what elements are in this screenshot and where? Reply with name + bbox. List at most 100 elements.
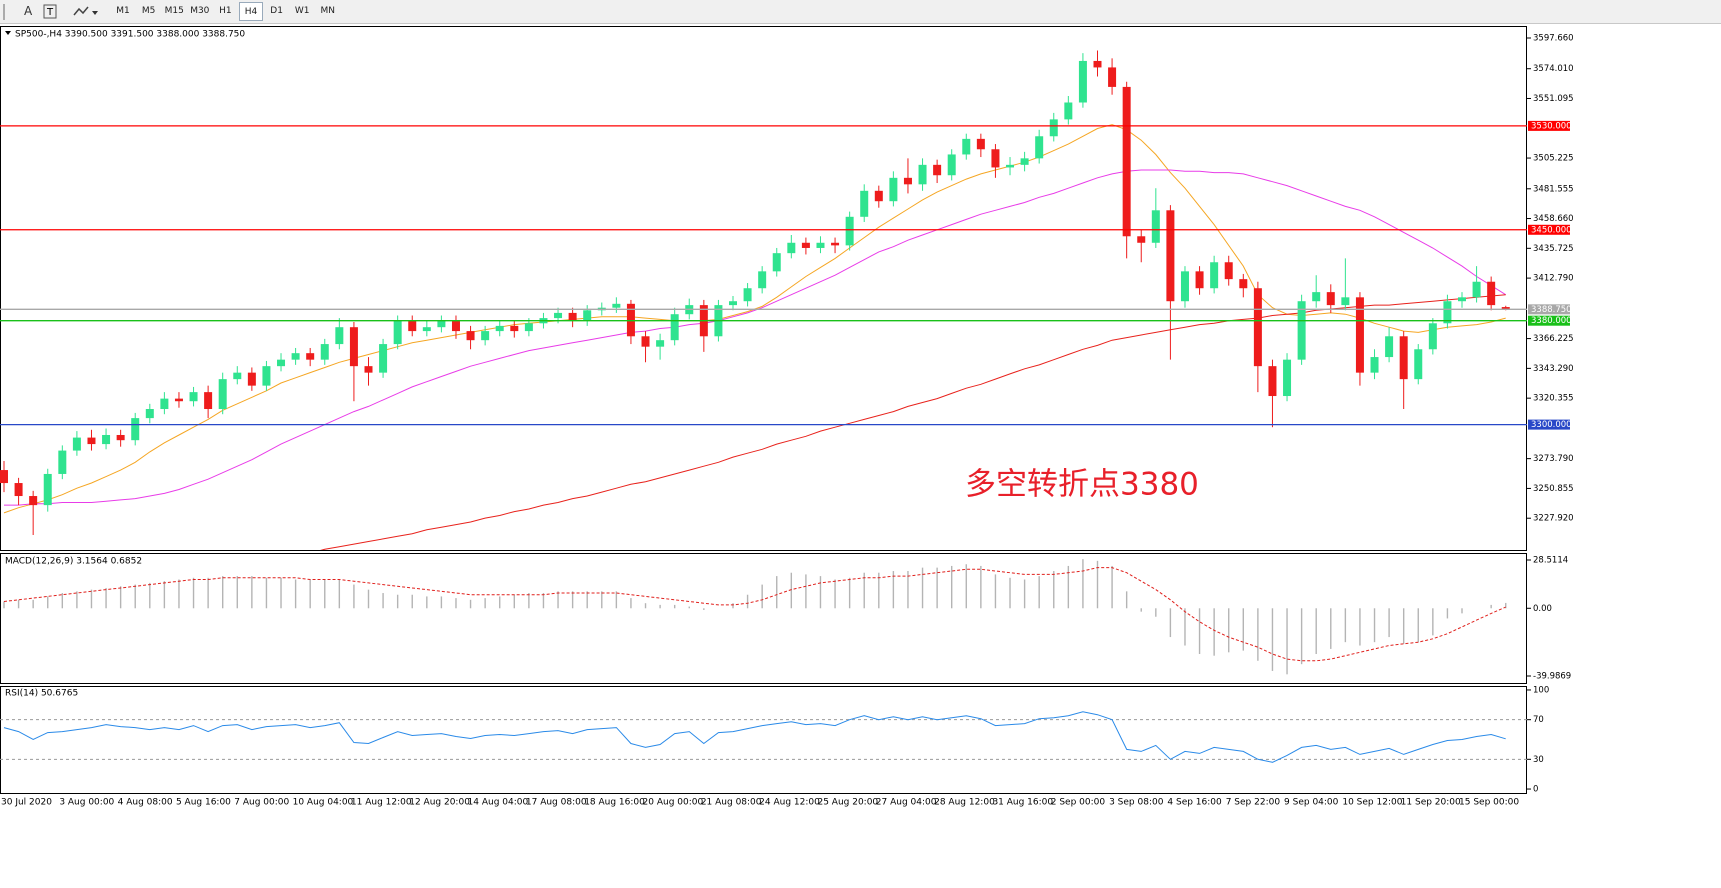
timeframe-button[interactable]: M5: [141, 6, 156, 16]
candle-body: [320, 344, 329, 360]
indicator-line: [3, 711, 1506, 763]
candle-body: [1035, 136, 1044, 159]
y-tick-label: 3320.355: [1533, 394, 1574, 404]
candle-body: [1472, 281, 1481, 298]
candle-body: [349, 327, 358, 367]
main-plot: [0, 50, 1527, 550]
x-tick-label: 4 Aug 08:00: [118, 798, 173, 808]
candle-body: [524, 323, 533, 332]
x-tick-label: 5 Aug 16:00: [176, 798, 231, 808]
candle-body: [364, 366, 373, 373]
text-label-icon[interactable]: [43, 4, 57, 19]
candle-body: [758, 271, 767, 289]
y-tick-label: 3597.660: [1533, 34, 1574, 44]
candle-body: [641, 336, 650, 347]
candle-body: [43, 473, 52, 506]
x-tick-label: 21 Aug 08:00: [701, 798, 762, 808]
x-tick-label: 24 Aug 12:00: [759, 798, 820, 808]
candle-body: [233, 372, 242, 380]
candle-body: [670, 314, 679, 341]
y-tick-label: 3250.855: [1533, 484, 1574, 494]
candle-body: [437, 320, 446, 328]
candle-body: [1137, 236, 1146, 243]
candle-body: [933, 164, 942, 176]
y-tick-label: 0.00: [1533, 604, 1552, 614]
y-tick-label: 3435.725: [1533, 244, 1574, 254]
candle-body: [102, 434, 111, 445]
y-tick-label: 3366.225: [1533, 334, 1574, 344]
candle-body: [1166, 210, 1175, 302]
candle-body: [656, 340, 665, 347]
candle-body: [1078, 60, 1087, 103]
x-tick-label: 25 Aug 20:00: [817, 798, 878, 808]
candle-body: [903, 177, 912, 185]
annotation: 多空转折点3380: [965, 467, 1199, 503]
y-tick-label: 3481.555: [1533, 184, 1574, 194]
indicator-line: [3, 567, 1506, 662]
timeframe-button[interactable]: H1: [219, 6, 232, 16]
text-tool[interactable]: A: [24, 4, 33, 18]
candle-body: [787, 242, 796, 254]
macd-plot: [3, 559, 1507, 675]
candle-body: [583, 310, 592, 321]
level-label-box: [1528, 120, 1570, 131]
candle-body: [1268, 366, 1277, 397]
candle-body: [1283, 359, 1292, 397]
candle-body: [422, 327, 431, 332]
candle-body: [554, 312, 563, 319]
x-tick-label: 2 Sep 00:00: [1051, 798, 1106, 808]
symbol-menu-icon[interactable]: [5, 31, 11, 35]
candle-body: [131, 418, 140, 441]
timeframe-button[interactable]: H4: [239, 2, 263, 21]
candle-body: [1414, 349, 1423, 380]
dropdown-icon[interactable]: [92, 11, 98, 15]
candle-body: [29, 496, 38, 506]
candle-body: [1006, 164, 1015, 168]
x-tick-label: 7 Aug 00:00: [234, 798, 289, 808]
x-tick-label: 4 Sep 16:00: [1167, 798, 1222, 808]
macd-title: MACD(12,26,9) 3.1564 0.6852: [5, 557, 142, 567]
candle-body: [1195, 271, 1204, 289]
y-tick-label: 28.5114: [1533, 555, 1568, 565]
timeframe-button[interactable]: MN: [320, 6, 336, 16]
candle-body: [1487, 281, 1496, 306]
arrows-icon[interactable]: [73, 6, 89, 16]
timeframe-button[interactable]: D1: [270, 6, 283, 16]
x-tick-label: 11 Sep 20:00: [1401, 798, 1461, 808]
chart: 3597.660 3574.010 3551.095 3505.225 3481.555…: [0, 26, 1574, 808]
candle-body: [306, 353, 315, 360]
candle-body: [379, 344, 388, 373]
level-label: 3450.000: [1531, 225, 1572, 235]
candle-body: [845, 216, 854, 246]
toolbar-icons: T: [3, 4, 98, 20]
timeframe-button[interactable]: W1: [294, 6, 310, 16]
y-tick-label: 3505.225: [1533, 154, 1574, 164]
timeframe-button[interactable]: M1: [116, 6, 130, 16]
candle-body: [1049, 119, 1058, 137]
candle-body: [1370, 357, 1379, 373]
candle-body: [860, 190, 869, 217]
timeframe-button[interactable]: M30: [190, 6, 210, 16]
candle-body: [1020, 158, 1029, 165]
candle-body: [189, 392, 198, 402]
indicator-line: [4, 169, 1506, 506]
candle-body: [1122, 86, 1131, 237]
axes: 3597.660 3574.010 3551.095 3505.225 3481.555…: [1, 34, 1574, 808]
candle-body: [889, 177, 898, 202]
candle-body: [481, 331, 490, 341]
candle-body: [1458, 297, 1466, 302]
level-label: 3300.000: [1531, 420, 1572, 430]
level-label: 3388.750: [1531, 305, 1572, 315]
candle-body: [1064, 102, 1073, 120]
candle-body: [874, 190, 883, 202]
y-tick-label: 3343.290: [1533, 364, 1574, 374]
timeframe-button[interactable]: M15: [164, 6, 184, 16]
candle-body: [1501, 307, 1510, 310]
candle-body: [1399, 336, 1408, 380]
candle-body: [612, 303, 621, 308]
candle-body: [947, 154, 956, 176]
x-tick-label: 10 Sep 12:00: [1342, 798, 1402, 808]
rsi-plot: [0, 711, 1527, 763]
candle-body: [466, 331, 475, 341]
macd-pane: [0, 553, 1527, 684]
